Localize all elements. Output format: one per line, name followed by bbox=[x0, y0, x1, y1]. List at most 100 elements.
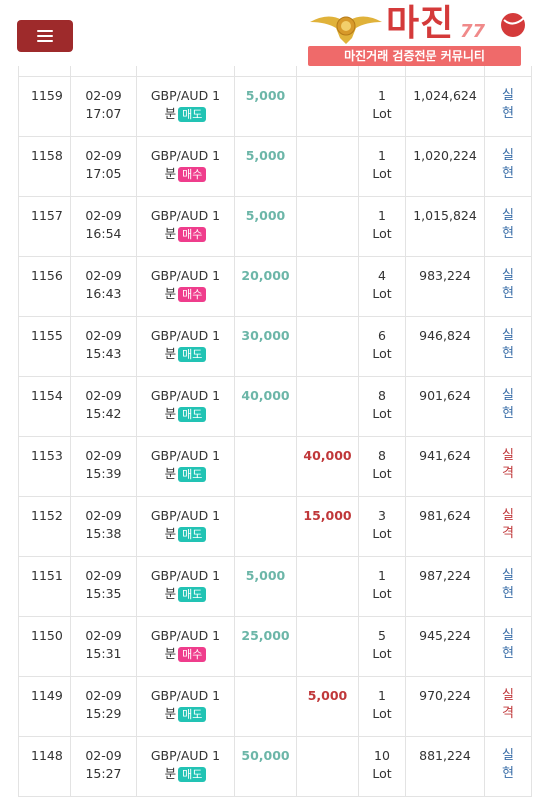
table-row[interactable]: 1156 02-09 16:43 GBP/AUD 1 분 매수 20,000 4 Lot 983,… bbox=[18, 256, 532, 317]
table-row[interactable]: 1149 02-09 15:29 GBP/AUD 1 분 매도 5,000 1 Lot 970,2… bbox=[18, 676, 532, 737]
timeframe-unit: 분 bbox=[164, 466, 177, 481]
currency-pair: GBP/AUD 1 bbox=[150, 628, 221, 643]
timeframe-unit: 분 bbox=[164, 766, 177, 781]
table-row[interactable]: 1148 02-09 15:27 GBP/AUD 1 분 매도 50,000 10 Lot 881… bbox=[18, 736, 532, 797]
profit-value: 50,000 bbox=[241, 748, 290, 763]
menu-button[interactable] bbox=[17, 20, 73, 52]
result-char-2: 현 bbox=[502, 166, 514, 181]
result-char-1: 실 bbox=[502, 148, 514, 163]
timeframe-unit: 분 bbox=[164, 286, 177, 301]
result-char-2: 현 bbox=[502, 766, 514, 781]
lot-cell: 1 Lot bbox=[358, 676, 406, 737]
trade-id-text: 1153 bbox=[31, 448, 63, 463]
lot-value: 1 bbox=[378, 208, 386, 223]
table-row[interactable]: 1154 02-09 15:42 GBP/AUD 1 분 매도 40,000 8 Lot 901,… bbox=[18, 376, 532, 437]
trade-date: 02-09 bbox=[85, 628, 122, 643]
trade-id: 1158 bbox=[18, 136, 71, 197]
lot-unit: Lot bbox=[372, 346, 392, 361]
loss-cell bbox=[296, 136, 359, 197]
table-row[interactable]: 1152 02-09 15:38 GBP/AUD 1 분 매도 15,000 3 Lot 981,… bbox=[18, 496, 532, 557]
result-char-2: 현 bbox=[502, 346, 514, 361]
trade-symbol: GBP/AUD 1 분 매도 bbox=[136, 76, 235, 137]
result-char-1: 실 bbox=[502, 568, 514, 583]
currency-pair: GBP/AUD 1 bbox=[150, 568, 221, 583]
trade-id-text: 1154 bbox=[31, 388, 63, 403]
site-logo[interactable]: 마진 77 마진거래 검증전문 커뮤니티 bbox=[308, 4, 533, 66]
balance-value: 1,024,624 bbox=[413, 88, 477, 103]
timeframe-unit: 분 bbox=[164, 226, 177, 241]
trade-symbol: GBP/AUD 1 분 매수 bbox=[136, 196, 235, 257]
profit-value: 5,000 bbox=[245, 88, 286, 103]
side-badge: 매도 bbox=[178, 767, 207, 782]
currency-pair: GBP/AUD 1 bbox=[150, 268, 221, 283]
lot-value: 1 bbox=[378, 148, 386, 163]
lot-unit: Lot bbox=[372, 766, 392, 781]
profit-value: 5,000 bbox=[245, 568, 286, 583]
trade-date: 02-09 bbox=[85, 508, 122, 523]
ball-icon bbox=[501, 13, 525, 37]
table-row[interactable]: 1155 02-09 15:43 GBP/AUD 1 분 매도 30,000 6 Lot 946,… bbox=[18, 316, 532, 377]
balance-cell: 987,224 bbox=[405, 556, 485, 617]
lot-value: 1 bbox=[378, 688, 386, 703]
balance-cell: 970,224 bbox=[405, 676, 485, 737]
loss-cell bbox=[296, 616, 359, 677]
trade-id-text: 1159 bbox=[31, 88, 63, 103]
result-char-1: 실 bbox=[502, 328, 514, 343]
table-row[interactable]: 1153 02-09 15:39 GBP/AUD 1 분 매도 40,000 8 Lot 941,… bbox=[18, 436, 532, 497]
result-char-2: 현 bbox=[502, 586, 514, 601]
table-row[interactable]: 1151 02-09 15:35 GBP/AUD 1 분 매도 5,000 1 Lot 987,2… bbox=[18, 556, 532, 617]
table-row[interactable]: 1157 02-09 16:54 GBP/AUD 1 분 매수 5,000 1 Lot 1,015… bbox=[18, 196, 532, 257]
result-char-2: 격 bbox=[502, 526, 514, 541]
result-char-1: 실 bbox=[502, 388, 514, 403]
trade-time: 15:42 bbox=[85, 406, 122, 421]
loss-cell bbox=[296, 196, 359, 257]
loss-cell bbox=[296, 76, 359, 137]
side-badge: 매수 bbox=[178, 287, 207, 302]
loss-cell bbox=[296, 376, 359, 437]
trade-date: 02-09 bbox=[85, 148, 122, 163]
table-row[interactable]: 1158 02-09 17:05 GBP/AUD 1 분 매수 5,000 1 Lot 1,020… bbox=[18, 136, 532, 197]
trade-symbol: GBP/AUD 1 분 매도 bbox=[136, 496, 235, 557]
trade-datetime: 02-09 17:05 bbox=[70, 136, 137, 197]
profit-cell: 40,000 bbox=[234, 376, 297, 437]
trade-time: 15:35 bbox=[85, 586, 122, 601]
loss-cell bbox=[296, 256, 359, 317]
balance-cell: 1,015,824 bbox=[405, 196, 485, 257]
side-badge: 매도 bbox=[178, 347, 207, 362]
trade-id: 1157 bbox=[18, 196, 71, 257]
balance-cell: 981,624 bbox=[405, 496, 485, 557]
trade-date: 02-09 bbox=[85, 448, 122, 463]
timeframe-unit: 분 bbox=[164, 646, 177, 661]
timeframe-unit: 분 bbox=[164, 106, 177, 121]
trade-id: 1156 bbox=[18, 256, 71, 317]
table-row[interactable]: 1150 02-09 15:31 GBP/AUD 1 분 매수 25,000 5 Lot 945,… bbox=[18, 616, 532, 677]
logo-number: 77 bbox=[460, 21, 486, 42]
timeframe-unit: 분 bbox=[164, 346, 177, 361]
table-row[interactable]: 1159 02-09 17:07 GBP/AUD 1 분 매도 5,000 1 Lot 1,024… bbox=[18, 76, 532, 137]
trade-datetime: 02-09 15:43 bbox=[70, 316, 137, 377]
trade-symbol: GBP/AUD 1 분 매도 bbox=[136, 676, 235, 737]
side-badge: 매도 bbox=[178, 707, 207, 722]
balance-value: 981,624 bbox=[419, 508, 471, 523]
lot-value: 8 bbox=[378, 388, 386, 403]
trade-time: 15:31 bbox=[85, 646, 122, 661]
currency-pair: GBP/AUD 1 bbox=[150, 208, 221, 223]
lot-unit: Lot bbox=[372, 166, 392, 181]
trade-time: 15:38 bbox=[85, 526, 122, 541]
balance-value: 1,015,824 bbox=[413, 208, 477, 223]
lot-unit: Lot bbox=[372, 106, 392, 121]
lot-unit: Lot bbox=[372, 706, 392, 721]
trade-id-text: 1151 bbox=[31, 568, 63, 583]
